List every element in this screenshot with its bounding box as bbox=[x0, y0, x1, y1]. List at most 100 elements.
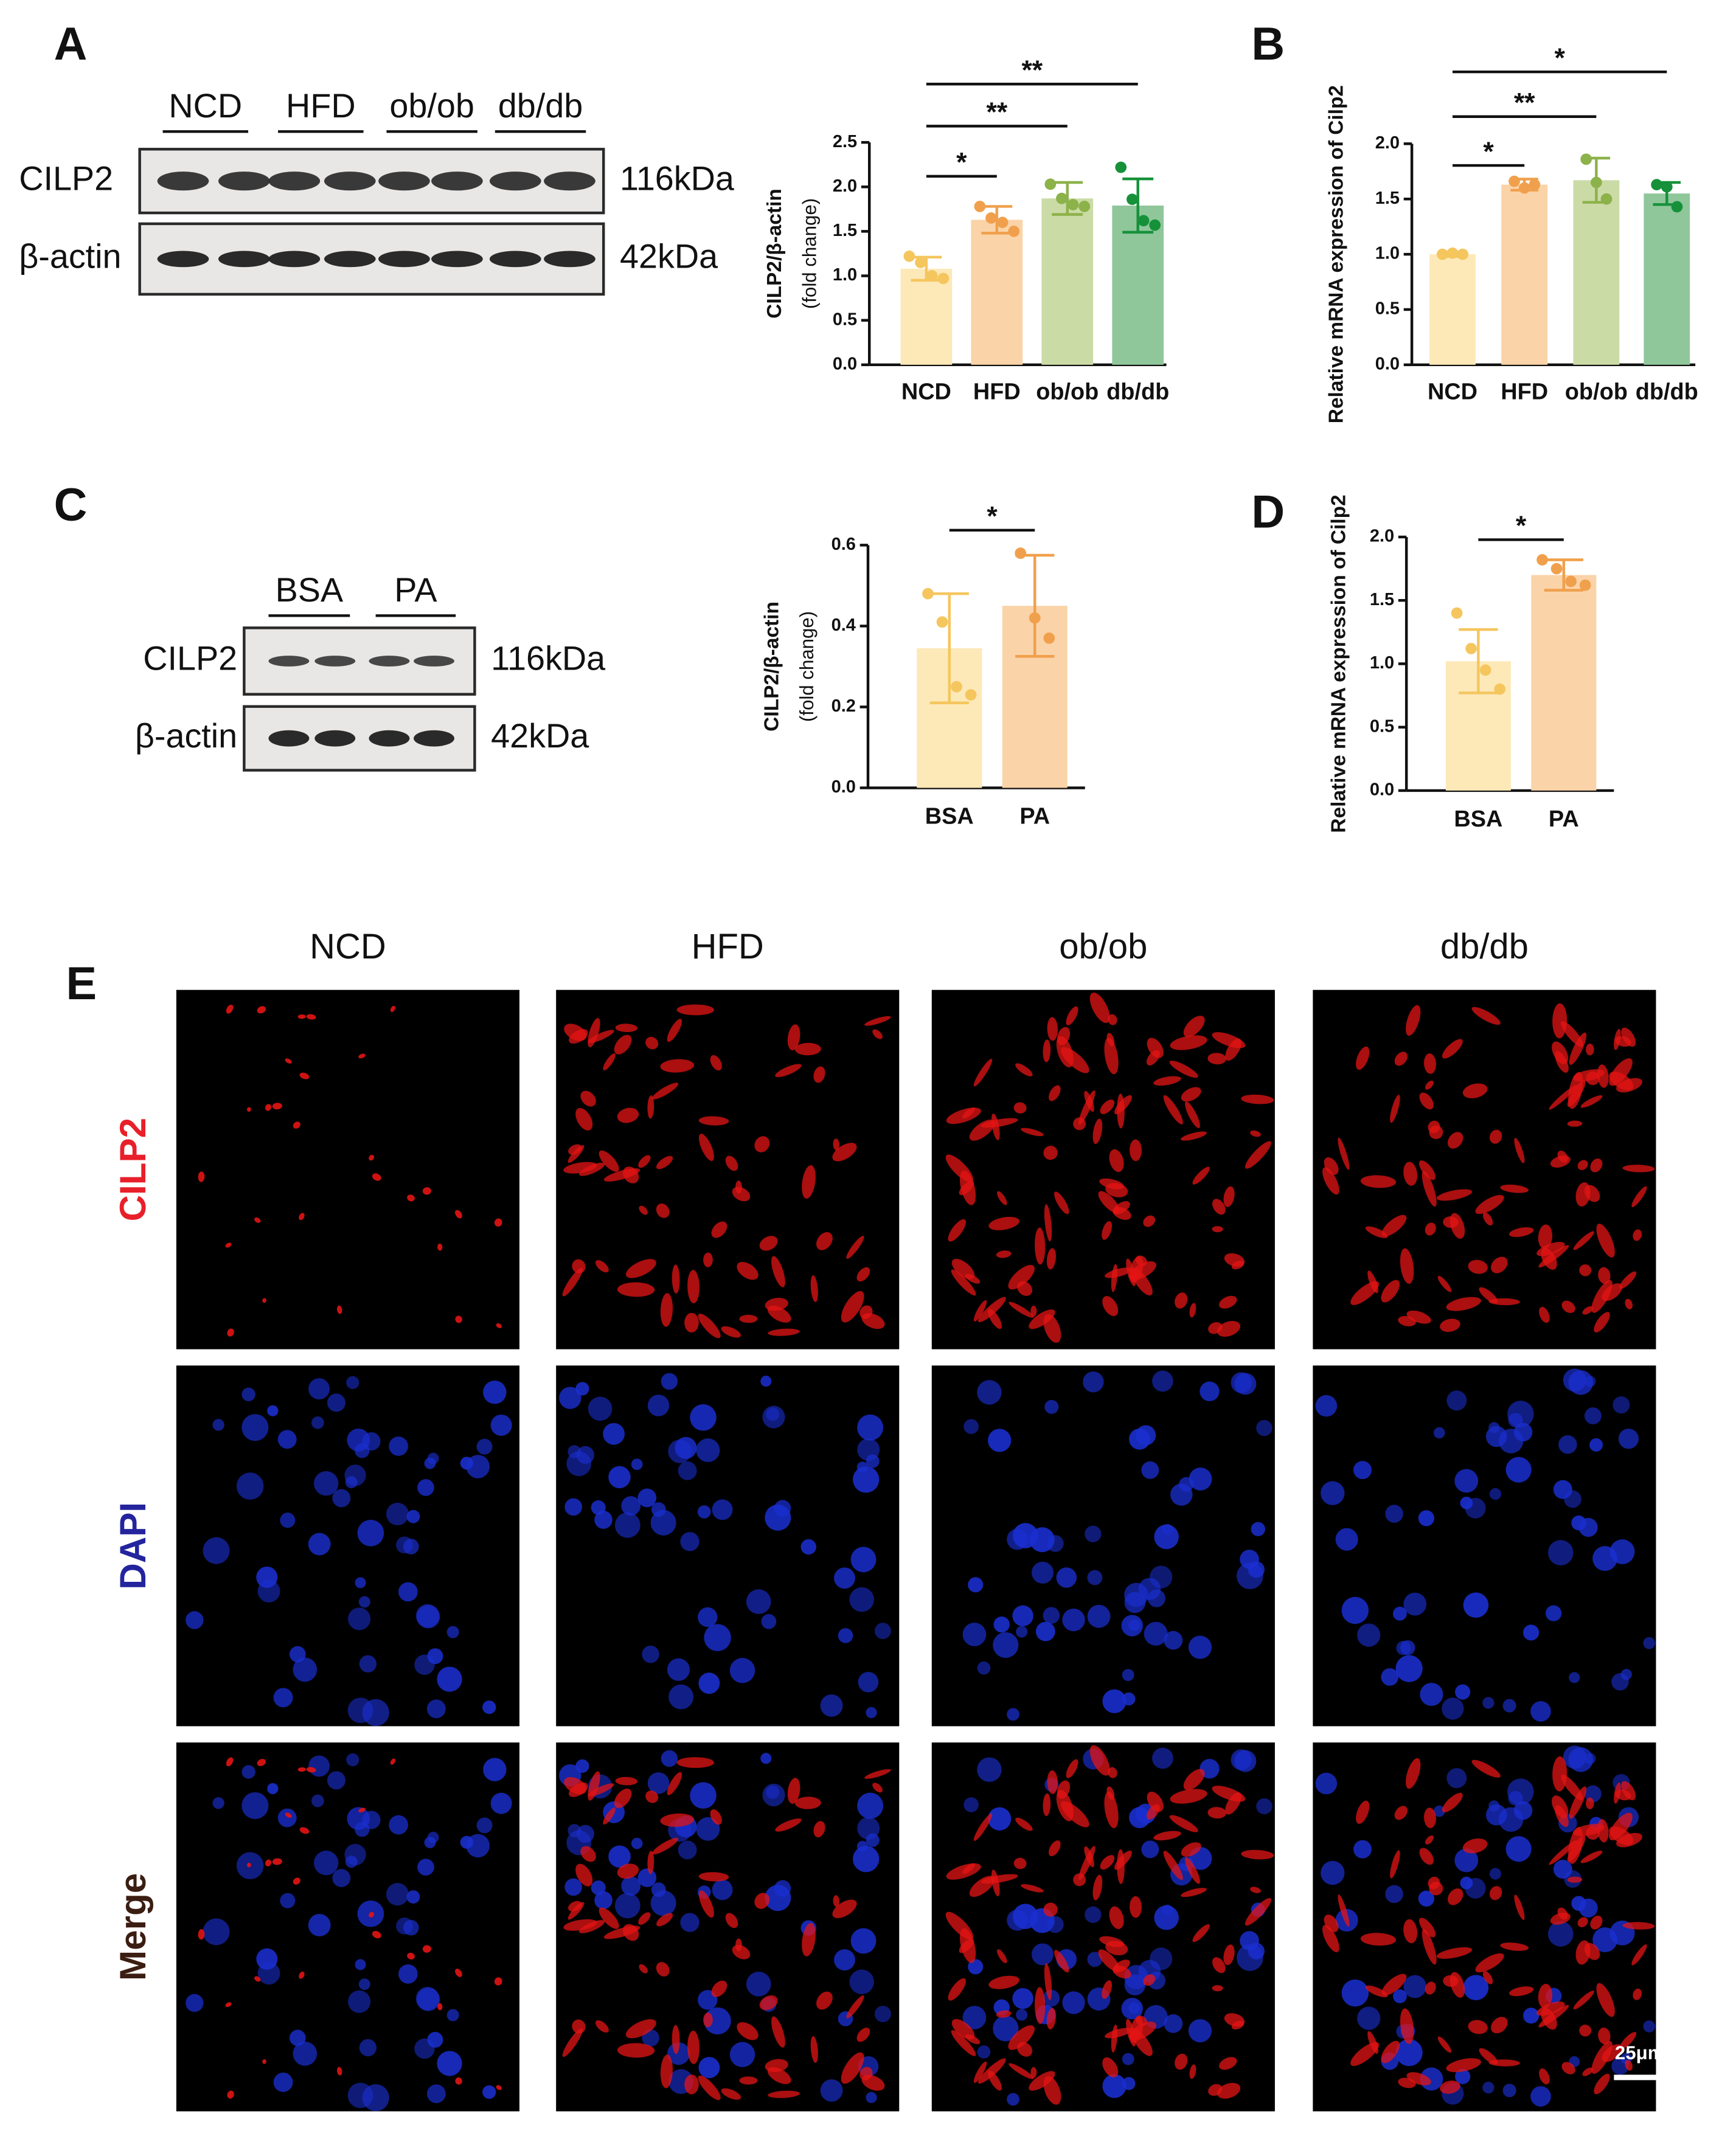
micrograph bbox=[1313, 1365, 1656, 1727]
micrograph-background bbox=[556, 1365, 900, 1727]
stained-cell bbox=[293, 1877, 300, 1885]
nucleus bbox=[1454, 1469, 1479, 1493]
stained-cell bbox=[1367, 1270, 1378, 1294]
y-tick-label: 1.0 bbox=[1375, 244, 1400, 263]
nucleus bbox=[241, 1765, 255, 1779]
nucleus bbox=[1569, 1672, 1580, 1683]
y-tick-label: 0.5 bbox=[1370, 716, 1394, 736]
stained-cell bbox=[625, 2019, 656, 2039]
nucleus bbox=[1188, 2019, 1212, 2043]
stained-cell bbox=[864, 1769, 891, 1779]
stained-cell bbox=[1567, 1835, 1586, 1862]
nucleus bbox=[1087, 1570, 1103, 1585]
stained-cell bbox=[810, 2036, 818, 2063]
stained-cell bbox=[973, 1058, 993, 1087]
micrograph bbox=[556, 1365, 900, 1727]
stained-cell bbox=[390, 1758, 395, 1765]
nucleus bbox=[988, 1429, 1012, 1452]
stained-cell bbox=[946, 1107, 981, 1124]
molecular-weight: 116kDa bbox=[491, 640, 605, 677]
y-tick-label: 2.0 bbox=[833, 176, 857, 196]
stained-cell bbox=[1491, 1256, 1508, 1273]
stained-cell bbox=[1446, 2058, 1481, 2073]
nucleus bbox=[347, 1807, 370, 1830]
nucleus bbox=[1611, 1673, 1629, 1691]
stained-cell bbox=[775, 1064, 802, 1078]
stained-cell bbox=[1008, 1264, 1035, 1290]
stained-cell bbox=[737, 2022, 759, 2040]
micrograph bbox=[1313, 989, 1656, 1350]
stained-cell bbox=[407, 1194, 415, 1202]
nucleus bbox=[1547, 1540, 1574, 1565]
data-point bbox=[1565, 575, 1577, 587]
data-point bbox=[1043, 632, 1055, 644]
blot-band bbox=[414, 730, 454, 747]
nucleus bbox=[1585, 1753, 1596, 1764]
nucleus bbox=[389, 1815, 408, 1835]
error-bar bbox=[1122, 177, 1154, 234]
data-point bbox=[1056, 192, 1068, 204]
stained-cell bbox=[656, 1913, 673, 1927]
data-point bbox=[1008, 226, 1020, 237]
stained-cell bbox=[802, 1922, 816, 1956]
stained-cell bbox=[1539, 2068, 1550, 2085]
nucleus bbox=[386, 1883, 409, 1906]
stained-cell bbox=[1175, 1292, 1188, 1309]
nucleus bbox=[1618, 1429, 1639, 1449]
nucleus bbox=[697, 1505, 711, 1519]
stained-cell bbox=[1245, 1897, 1271, 1926]
stained-cell bbox=[735, 1938, 742, 1952]
stained-cell bbox=[1224, 2013, 1245, 2027]
nucleus bbox=[988, 1807, 1012, 1831]
nucleus bbox=[273, 1688, 293, 1708]
micrograph bbox=[931, 989, 1275, 1350]
nucleus bbox=[1385, 1505, 1403, 1523]
nucleus bbox=[355, 1577, 366, 1589]
stained-cell bbox=[1338, 1137, 1350, 1170]
nucleus bbox=[820, 1694, 843, 1717]
stained-cell bbox=[1029, 2071, 1055, 2091]
stained-cell bbox=[226, 1004, 234, 1014]
lane-group-label: ob/ob bbox=[389, 87, 474, 125]
nucleus bbox=[1321, 1481, 1345, 1505]
nucleus bbox=[594, 1891, 613, 1910]
nucleus bbox=[1578, 1898, 1598, 1918]
x-tick-label: NCD bbox=[901, 379, 951, 405]
nucleus bbox=[591, 1500, 606, 1515]
stained-cell bbox=[759, 1236, 778, 1251]
y-tick-label: 2.5 bbox=[833, 132, 857, 151]
stained-cell bbox=[1381, 2040, 1400, 2063]
stained-cell bbox=[1425, 1981, 1436, 1995]
nucleus bbox=[1498, 1807, 1524, 1832]
error-bar bbox=[1544, 558, 1583, 592]
molecular-weight: 116kDa bbox=[620, 159, 734, 197]
data-point bbox=[974, 201, 986, 212]
nucleus bbox=[1489, 1488, 1502, 1500]
nucleus bbox=[273, 2072, 293, 2092]
nucleus bbox=[661, 1373, 678, 1390]
stained-cell bbox=[1462, 1838, 1488, 1854]
stained-cell bbox=[1442, 1793, 1463, 1812]
nucleus bbox=[1200, 1381, 1220, 1401]
stained-cell bbox=[965, 2034, 981, 2045]
stained-cell bbox=[390, 1005, 395, 1013]
nucleus bbox=[1393, 1606, 1407, 1621]
stained-cell bbox=[1400, 1248, 1414, 1284]
nucleus bbox=[1395, 1655, 1423, 1682]
stained-cell bbox=[1207, 1807, 1226, 1819]
stained-cell bbox=[864, 1016, 891, 1026]
nucleus bbox=[1465, 1497, 1486, 1519]
stained-cell bbox=[1212, 1957, 1226, 1973]
stained-cell bbox=[951, 2030, 976, 2056]
stained-cell bbox=[1047, 1770, 1058, 1794]
nucleus bbox=[1353, 1840, 1372, 1859]
y-tick-label: 2.0 bbox=[1375, 133, 1400, 153]
stained-cell bbox=[1596, 1224, 1615, 1258]
nucleus bbox=[1507, 1401, 1534, 1427]
data-point bbox=[1044, 178, 1057, 190]
stained-cell bbox=[297, 1767, 306, 1772]
nucleus bbox=[1489, 1868, 1502, 1880]
stained-cell bbox=[1223, 1186, 1235, 1207]
stained-cell bbox=[1109, 1906, 1124, 1929]
nucleus bbox=[1584, 1407, 1602, 1425]
